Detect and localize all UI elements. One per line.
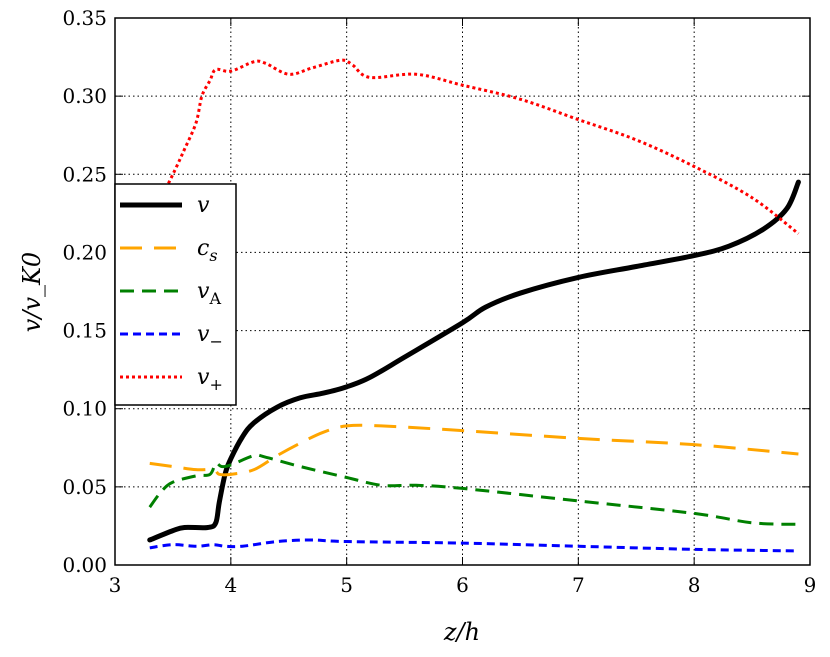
y-tick-label: 0.25	[62, 162, 107, 186]
x-tick-label: 6	[456, 573, 469, 597]
x-tick-label: 7	[572, 573, 585, 597]
series-line-cs-1	[149, 423, 799, 477]
x-tick-label: 5	[340, 573, 353, 597]
legend-label: v−	[197, 322, 223, 351]
legend-label-main: c	[197, 236, 209, 261]
x-tick-label: 9	[804, 573, 817, 597]
series-line-v-3	[149, 538, 799, 553]
y-tick-label: 0.15	[62, 319, 107, 343]
series-line-v-4	[148, 58, 800, 235]
legend-label-subscript: A	[208, 289, 221, 308]
legend-label-main: v	[197, 279, 210, 304]
legend-label-main: v	[197, 193, 210, 218]
y-tick-label: 0.05	[62, 475, 107, 499]
legend-label-subscript: s	[209, 246, 217, 265]
legend-label-subscript: −	[209, 332, 222, 351]
legend-label-subscript: +	[209, 375, 222, 394]
y-tick-label: 0.10	[62, 397, 107, 421]
ticks: 3 4 5 6 7 8 9 0.00 0.05 0.10 0.15 0.20 0.25 0.30 0.35	[62, 6, 816, 597]
legend-label-main: v	[197, 322, 210, 347]
series-line-v	[147, 179, 801, 543]
grid	[115, 18, 810, 565]
legend-label: v	[197, 193, 210, 218]
series-lines	[147, 58, 801, 553]
y-tick-label: 0.20	[62, 240, 107, 264]
y-tick-label: 0.00	[62, 553, 107, 577]
x-tick-label: 8	[688, 573, 701, 597]
y-tick-label: 0.35	[62, 6, 107, 30]
legend-box	[114, 183, 237, 406]
series-line-vA-2	[148, 453, 799, 526]
x-tick-label: 3	[109, 573, 122, 597]
legend-label: cs	[197, 236, 218, 265]
x-tick-label: 4	[224, 573, 237, 597]
y-axis-label: v/v_K0	[18, 252, 46, 332]
legend-label-main: v	[197, 365, 210, 390]
x-axis-label: z/h	[443, 618, 480, 646]
y-tick-label: 0.30	[62, 84, 107, 108]
legend-label: v+	[197, 365, 223, 394]
legend-label: vA	[197, 279, 221, 308]
